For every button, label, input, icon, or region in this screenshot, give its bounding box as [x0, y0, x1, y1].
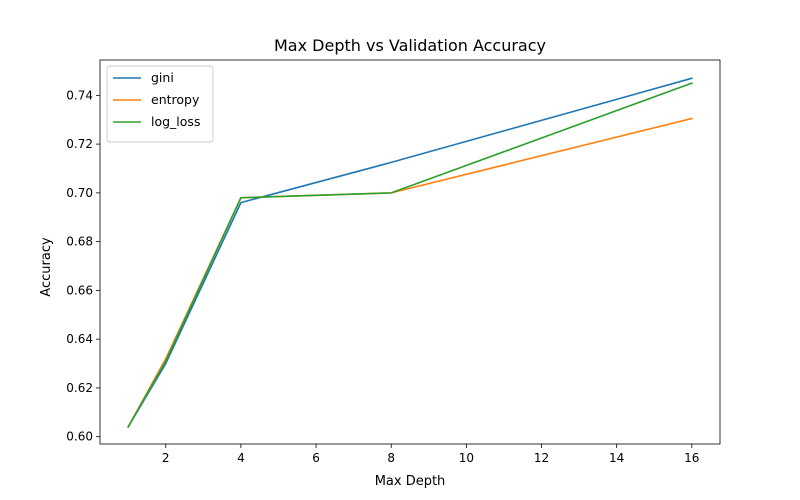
y-tick-label: 0.68: [66, 235, 93, 249]
x-tick-label: 14: [609, 451, 624, 465]
y-tick-label: 0.66: [66, 283, 93, 297]
x-tick-label: 10: [459, 451, 474, 465]
y-axis-label: Accuracy: [39, 237, 54, 297]
legend-box: [106, 65, 214, 143]
x-tick-label: 8: [387, 451, 395, 465]
x-tick-label: 2: [162, 451, 170, 465]
legend-label-log-loss: log_loss: [151, 114, 200, 129]
x-axis-label: Max Depth: [375, 474, 446, 489]
y-tick-label: 0.72: [66, 137, 93, 151]
y-tick-label: 0.62: [66, 381, 93, 395]
x-tick-label: 4: [237, 451, 245, 465]
series-line-log-loss: [127, 82, 693, 429]
x-tick-label: 12: [534, 451, 549, 465]
chart-title: Max Depth vs Validation Accuracy: [274, 36, 546, 55]
x-tick-label: 16: [684, 451, 699, 465]
x-tick-label: 6: [312, 451, 320, 465]
legend-label-entropy: entropy: [151, 92, 200, 107]
plot-area: 2 4 6 8 10 12 14 16 0.60 0.62 0.64 0.66 0.68 0.70 0.72…: [66, 59, 721, 465]
axes-frame: [99, 59, 721, 445]
y-tick-label: 0.60: [66, 430, 93, 444]
y-tick-label: 0.64: [66, 332, 93, 346]
legend-label-gini: gini: [151, 70, 174, 85]
y-tick-label: 0.74: [66, 88, 93, 102]
series-line-gini: [127, 77, 693, 429]
y-tick-label: 0.70: [66, 186, 93, 200]
